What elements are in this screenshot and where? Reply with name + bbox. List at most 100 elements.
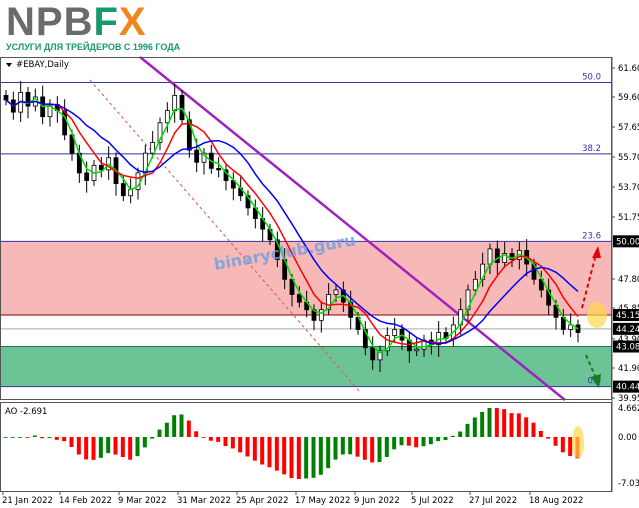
price-tag-label: 40.44 bbox=[616, 383, 639, 393]
candle bbox=[230, 172, 236, 201]
candle bbox=[113, 152, 119, 196]
candle-body bbox=[128, 189, 134, 197]
ao-bar bbox=[98, 437, 103, 458]
x-tick-label: 5 Jul 2022 bbox=[411, 496, 454, 506]
logo-npb: NPB bbox=[6, 0, 94, 44]
candle bbox=[128, 178, 134, 204]
dropdown-arrow-icon[interactable] bbox=[6, 63, 12, 67]
candle bbox=[260, 207, 266, 242]
x-tick-label: 17 May 2022 bbox=[295, 496, 350, 506]
ao-bar bbox=[362, 437, 367, 460]
chart-title: #EBAY,Daily bbox=[16, 60, 69, 70]
price-tag-label: 50.00 bbox=[616, 237, 639, 247]
bullish-arrow bbox=[581, 253, 597, 309]
candle bbox=[296, 286, 302, 308]
ao-bar bbox=[348, 437, 353, 455]
x-tick-label: 9 Mar 2022 bbox=[118, 496, 166, 506]
ao-label: AO -2.691 bbox=[5, 407, 47, 417]
candle bbox=[377, 345, 383, 373]
ao-bar bbox=[289, 437, 294, 478]
ao-bar bbox=[340, 437, 345, 455]
candle-body bbox=[25, 91, 31, 107]
candle-body bbox=[164, 110, 170, 124]
ao-bar bbox=[3, 437, 8, 438]
ao-bar bbox=[260, 437, 265, 465]
ao-bar bbox=[502, 409, 507, 437]
candle bbox=[384, 327, 390, 357]
ao-bar bbox=[487, 407, 492, 437]
candle bbox=[494, 240, 500, 275]
ao-bar bbox=[282, 437, 287, 475]
ao-bar bbox=[245, 437, 250, 457]
price-tag-label: 43.08 bbox=[616, 343, 639, 353]
ao-highlight-ellipse bbox=[572, 426, 584, 458]
candle bbox=[362, 321, 368, 356]
candle bbox=[223, 164, 229, 191]
candle-body bbox=[568, 324, 574, 330]
x-tick-label: 25 Apr 2022 bbox=[236, 496, 289, 506]
ao-bar bbox=[164, 422, 169, 437]
candle-body bbox=[392, 329, 398, 336]
logo-x: X bbox=[118, 0, 147, 44]
price-tag bbox=[613, 235, 639, 248]
x-tick-label: 21 Jan 2022 bbox=[2, 496, 53, 506]
fib-label: 50.0 bbox=[582, 72, 601, 82]
candle-body bbox=[362, 329, 368, 349]
ao-bar bbox=[47, 437, 52, 438]
price-tag bbox=[613, 322, 639, 335]
ao-bar bbox=[252, 437, 257, 461]
candle-body bbox=[186, 119, 192, 151]
ao-bar bbox=[377, 437, 382, 463]
ao-bar bbox=[157, 429, 162, 437]
ao-bar bbox=[230, 437, 235, 449]
ao-bar bbox=[10, 437, 15, 438]
ao-bar bbox=[25, 437, 30, 438]
ao-bar bbox=[428, 437, 433, 445]
candle-body bbox=[494, 248, 500, 263]
logo-tagline: УСЛУГИ ДЛЯ ТРЕЙДЕРОВ С 1996 ГОДА bbox=[6, 42, 181, 52]
candle bbox=[157, 117, 163, 151]
candle bbox=[216, 156, 222, 178]
candle bbox=[465, 284, 471, 322]
candle-body bbox=[377, 350, 383, 361]
candle bbox=[3, 90, 9, 106]
y-tick-label: 53.70 bbox=[618, 183, 639, 193]
candle-body bbox=[157, 122, 163, 143]
ao-bar bbox=[560, 437, 565, 453]
candle-body bbox=[502, 253, 508, 263]
ao-bar bbox=[524, 417, 529, 437]
ao-bar bbox=[458, 431, 463, 437]
ao-bar bbox=[406, 437, 411, 446]
ao-tick-label: 4.662 bbox=[618, 404, 639, 414]
ao-bar bbox=[318, 437, 323, 475]
ao-bar bbox=[18, 437, 23, 438]
ao-bar bbox=[179, 414, 184, 437]
candle-body bbox=[509, 253, 515, 260]
candle-body bbox=[318, 309, 324, 321]
ao-bar bbox=[414, 437, 419, 448]
ao-bar bbox=[113, 437, 118, 455]
price-tag bbox=[613, 309, 639, 322]
candle-body bbox=[62, 110, 68, 136]
ao-bar bbox=[238, 437, 243, 453]
fib-label: 23.6 bbox=[582, 231, 601, 241]
price-tag bbox=[613, 380, 639, 393]
ao-bar bbox=[494, 408, 499, 437]
candle-body bbox=[179, 95, 185, 121]
ao-panel-border bbox=[0, 402, 612, 492]
ao-bar bbox=[296, 437, 301, 479]
y-tick-label: 61.60 bbox=[618, 64, 639, 74]
y-tick-label: 45.85 bbox=[618, 304, 639, 314]
y-tick-label: 47.80 bbox=[618, 275, 639, 285]
ao-bar bbox=[538, 430, 543, 437]
x-tick-label: 31 Mar 2022 bbox=[177, 496, 231, 506]
ao-bar bbox=[76, 437, 81, 455]
candle bbox=[509, 248, 515, 268]
candle bbox=[186, 111, 192, 158]
candle bbox=[164, 102, 170, 133]
moving-average-line bbox=[5, 99, 579, 345]
y-tick-label: 59.60 bbox=[618, 93, 639, 103]
candle bbox=[472, 270, 478, 296]
fib-label: 0.0 bbox=[587, 377, 601, 387]
